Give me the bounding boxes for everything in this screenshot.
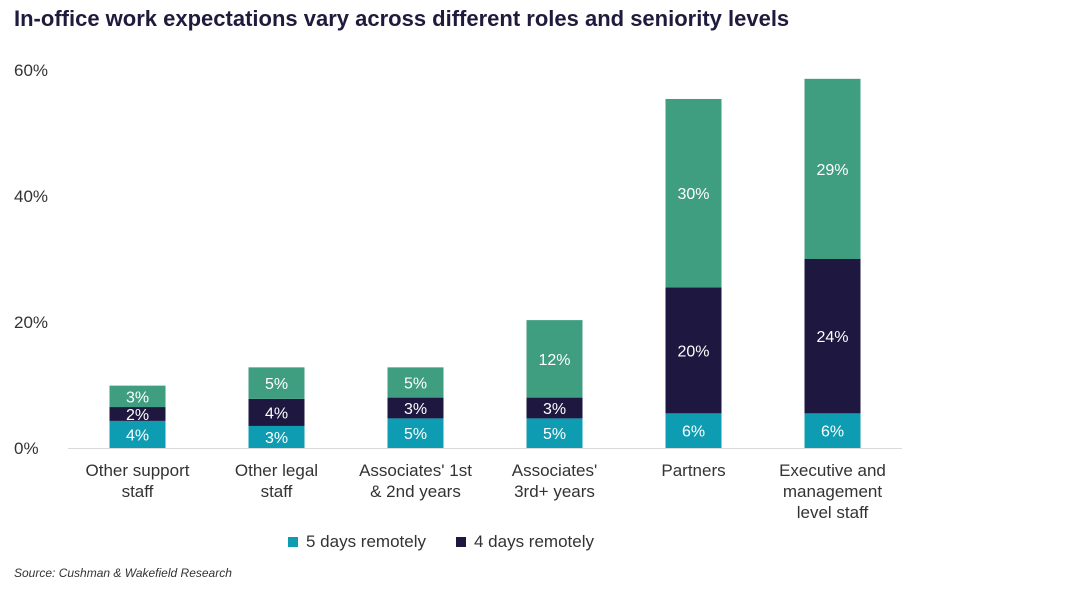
x-category-label: Executive and management level staff — [779, 461, 886, 522]
data-label: 2% — [126, 407, 149, 424]
data-label: 3% — [265, 430, 288, 447]
legend-label-5-days: 5 days remotely — [306, 532, 426, 551]
bar-segment — [804, 78, 861, 259]
data-label: 3% — [404, 401, 427, 418]
bar-segment — [665, 98, 722, 288]
x-category-label: Other legal staff — [235, 461, 318, 501]
bar-segment — [804, 413, 861, 448]
legend-swatch-5-days — [288, 537, 298, 547]
bar-segment — [387, 397, 444, 419]
bar-segment — [526, 418, 583, 448]
data-label: 12% — [538, 352, 570, 369]
data-label: 6% — [682, 424, 705, 441]
x-category-label: Partners — [661, 461, 725, 480]
bar-segment — [248, 425, 305, 448]
bar-segment — [387, 418, 444, 448]
data-label: 29% — [816, 162, 848, 179]
bar-segment — [248, 398, 305, 426]
legend: 5 days remotely 4 days remotely — [288, 532, 594, 552]
data-label: 24% — [816, 329, 848, 346]
y-tick-label: 40% — [14, 187, 48, 206]
bar-segment — [387, 367, 444, 398]
data-label: 3% — [126, 389, 149, 406]
bar-segment — [804, 259, 861, 414]
legend-item-4-days: 4 days remotely — [456, 532, 594, 552]
chart-title: In-office work expectations vary across … — [14, 6, 790, 31]
data-label: 3% — [543, 401, 566, 418]
legend-item-5-days: 5 days remotely — [288, 532, 426, 552]
data-label: 6% — [821, 424, 844, 441]
bar-segment — [665, 287, 722, 414]
legend-swatch-4-days — [456, 537, 466, 547]
bar-segment — [248, 367, 305, 399]
data-label: 20% — [677, 343, 709, 360]
source-note: Source: Cushman & Wakefield Research — [14, 566, 232, 580]
bar-segment — [109, 420, 166, 448]
bar-segment — [109, 407, 166, 421]
data-label: 5% — [404, 375, 427, 392]
data-label: 5% — [265, 376, 288, 393]
data-label: 4% — [265, 405, 288, 422]
bar-segment — [665, 413, 722, 448]
bar-segment — [109, 385, 166, 408]
y-tick-label: 20% — [14, 313, 48, 332]
data-label: 30% — [677, 186, 709, 203]
y-tick-label: 60% — [14, 61, 48, 80]
bar-segment — [526, 397, 583, 419]
legend-label-4-days: 4 days remotely — [474, 532, 594, 551]
data-label: 4% — [126, 427, 149, 444]
data-label: 5% — [543, 426, 566, 443]
bar-segment — [526, 320, 583, 398]
x-category-label: Associates' 1st & 2nd years — [359, 461, 472, 501]
y-tick-label: 0% — [14, 439, 39, 458]
x-category-label: Associates' 3rd+ years — [512, 461, 597, 501]
x-category-label: Other support staff — [86, 461, 190, 501]
data-label: 5% — [404, 426, 427, 443]
